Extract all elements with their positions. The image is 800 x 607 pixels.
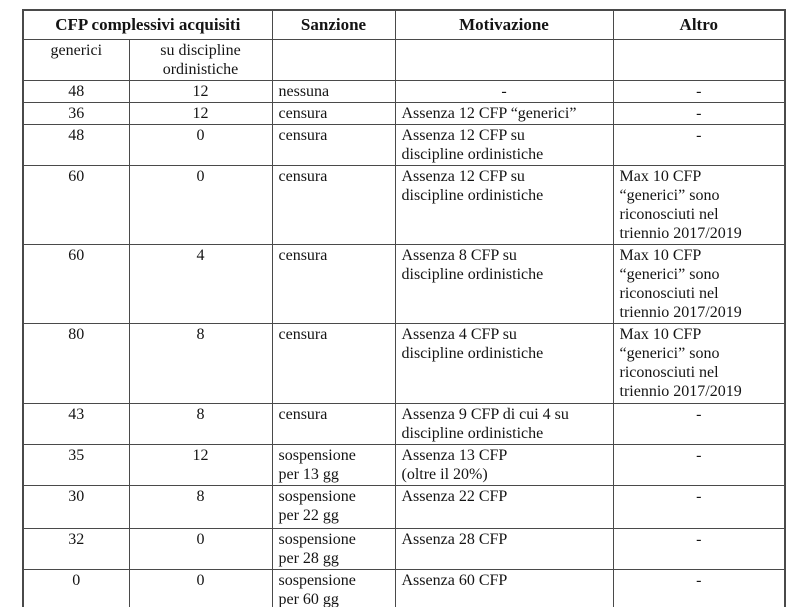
cell-generici: 0 xyxy=(22,568,130,607)
cell-generici: 43 xyxy=(22,402,130,445)
table-row: 32 0 sospensione per 28 gg Assenza 28 CF… xyxy=(22,527,786,570)
table-row: 35 12 sospensione per 13 gg Assenza 13 C… xyxy=(22,443,786,486)
cell-altro: - xyxy=(612,568,786,607)
cell-generici: 60 xyxy=(22,243,130,324)
cell-generici: 36 xyxy=(22,101,130,125)
cell-motivazione: Assenza 60 CFP xyxy=(394,568,614,607)
cell-ordinistiche: 0 xyxy=(128,164,273,245)
sub-header-empty xyxy=(612,38,786,81)
cell-ordinistiche: 4 xyxy=(128,243,273,324)
table-row: 60 0 censura Assenza 12 CFP su disciplin… xyxy=(22,164,786,245)
cell-motivazione: Assenza 9 CFP di cui 4 su discipline ord… xyxy=(394,402,614,445)
cell-altro: - xyxy=(612,101,786,125)
sub-header-ordinistiche: su discipline ordinistiche xyxy=(128,38,273,81)
cell-motivazione: Assenza 12 CFP su discipline ordinistich… xyxy=(394,164,614,245)
cell-altro: - xyxy=(612,402,786,445)
cell-ordinistiche: 0 xyxy=(128,123,273,166)
column-header-sanzione: Sanzione xyxy=(271,9,396,40)
cell-sanzione: censura xyxy=(271,164,396,245)
column-header-motivazione: Motivazione xyxy=(394,9,614,40)
cell-generici: 48 xyxy=(22,123,130,166)
table-row: 48 12 nessuna - - xyxy=(22,79,786,103)
table-row: 36 12 censura Assenza 12 CFP “generici” … xyxy=(22,101,786,125)
cell-sanzione: censura xyxy=(271,101,396,125)
header-row: CFP complessivi acquisiti Sanzione Motiv… xyxy=(22,9,786,40)
cell-ordinistiche: 12 xyxy=(128,443,273,486)
cell-altro: - xyxy=(612,527,786,570)
cell-ordinistiche: 12 xyxy=(128,101,273,125)
table-row: 60 4 censura Assenza 8 CFP su discipline… xyxy=(22,243,786,324)
cell-generici: 80 xyxy=(22,322,130,404)
cell-sanzione: sospensione per 13 gg xyxy=(271,443,396,486)
cell-motivazione: Assenza 12 CFP “generici” xyxy=(394,101,614,125)
column-header-altro: Altro xyxy=(612,9,786,40)
cell-altro: Max 10 CFP “generici” sono riconosciuti … xyxy=(612,164,786,245)
cell-motivazione: Assenza 4 CFP su discipline ordinistiche xyxy=(394,322,614,404)
cell-generici: 35 xyxy=(22,443,130,486)
sub-header-empty xyxy=(394,38,614,81)
cell-altro: - xyxy=(612,123,786,166)
table-row: 0 0 sospensione per 60 gg Assenza 60 CFP… xyxy=(22,568,786,607)
sub-header-generici: generici xyxy=(22,38,130,81)
cell-ordinistiche: 8 xyxy=(128,484,273,529)
cell-ordinistiche: 8 xyxy=(128,402,273,445)
cell-generici: 32 xyxy=(22,527,130,570)
cell-ordinistiche: 0 xyxy=(128,568,273,607)
cell-sanzione: censura xyxy=(271,402,396,445)
sub-header-empty xyxy=(271,38,396,81)
cell-altro: - xyxy=(612,484,786,529)
cell-motivazione: Assenza 12 CFP su discipline ordinistich… xyxy=(394,123,614,166)
cell-generici: 48 xyxy=(22,79,130,103)
cell-altro: Max 10 CFP “generici” sono riconosciuti … xyxy=(612,243,786,324)
cell-motivazione: Assenza 28 CFP xyxy=(394,527,614,570)
cell-ordinistiche: 8 xyxy=(128,322,273,404)
cell-sanzione: sospensione per 22 gg xyxy=(271,484,396,529)
cell-sanzione: censura xyxy=(271,123,396,166)
cell-sanzione: sospensione per 60 gg xyxy=(271,568,396,607)
cell-sanzione: censura xyxy=(271,322,396,404)
cell-altro: - xyxy=(612,443,786,486)
table-row: 80 8 censura Assenza 4 CFP su discipline… xyxy=(22,322,786,404)
table-row: 30 8 sospensione per 22 gg Assenza 22 CF… xyxy=(22,484,786,529)
cell-motivazione: Assenza 13 CFP (oltre il 20%) xyxy=(394,443,614,486)
cell-sanzione: sospensione per 28 gg xyxy=(271,527,396,570)
sub-header-row: generici su discipline ordinistiche xyxy=(22,38,786,81)
table-row: 43 8 censura Assenza 9 CFP di cui 4 su d… xyxy=(22,402,786,445)
cell-ordinistiche: 12 xyxy=(128,79,273,103)
column-header-cfp-complessivi: CFP complessivi acquisiti xyxy=(22,9,273,40)
cell-generici: 60 xyxy=(22,164,130,245)
cfp-sanzioni-table: CFP complessivi acquisiti Sanzione Motiv… xyxy=(22,9,786,607)
cell-sanzione: censura xyxy=(271,243,396,324)
table-row: 48 0 censura Assenza 12 CFP su disciplin… xyxy=(22,123,786,166)
cell-altro: - xyxy=(612,79,786,103)
cell-altro: Max 10 CFP “generici” sono riconosciuti … xyxy=(612,322,786,404)
cell-sanzione: nessuna xyxy=(271,79,396,103)
cell-motivazione: - xyxy=(394,79,614,103)
cell-generici: 30 xyxy=(22,484,130,529)
cell-motivazione: Assenza 22 CFP xyxy=(394,484,614,529)
cell-motivazione: Assenza 8 CFP su discipline ordinistiche xyxy=(394,243,614,324)
cell-ordinistiche: 0 xyxy=(128,527,273,570)
